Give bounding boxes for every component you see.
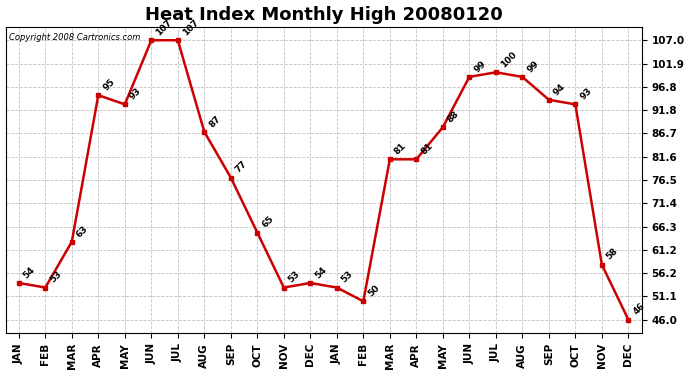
Text: 88: 88	[446, 109, 461, 124]
Text: 77: 77	[234, 159, 249, 175]
Text: Copyright 2008 Cartronics.com: Copyright 2008 Cartronics.com	[9, 33, 140, 42]
Text: 99: 99	[525, 59, 540, 74]
Text: 95: 95	[101, 77, 117, 92]
Text: 99: 99	[472, 59, 488, 74]
Text: 81: 81	[419, 141, 434, 156]
Title: Heat Index Monthly High 20080120: Heat Index Monthly High 20080120	[145, 6, 502, 24]
Text: 53: 53	[286, 270, 302, 285]
Text: 107: 107	[181, 18, 200, 38]
Text: 53: 53	[339, 270, 355, 285]
Text: 63: 63	[75, 224, 90, 239]
Text: 107: 107	[154, 18, 174, 38]
Text: 93: 93	[578, 86, 593, 102]
Text: 54: 54	[21, 265, 37, 280]
Text: 54: 54	[313, 265, 328, 280]
Text: 65: 65	[260, 214, 275, 230]
Text: 50: 50	[366, 284, 381, 298]
Text: 93: 93	[128, 86, 143, 102]
Text: 94: 94	[551, 82, 567, 97]
Text: 100: 100	[499, 50, 518, 69]
Text: 53: 53	[48, 270, 63, 285]
Text: 87: 87	[207, 114, 222, 129]
Text: 58: 58	[604, 247, 620, 262]
Text: 81: 81	[393, 141, 408, 156]
Text: 46: 46	[631, 302, 647, 317]
